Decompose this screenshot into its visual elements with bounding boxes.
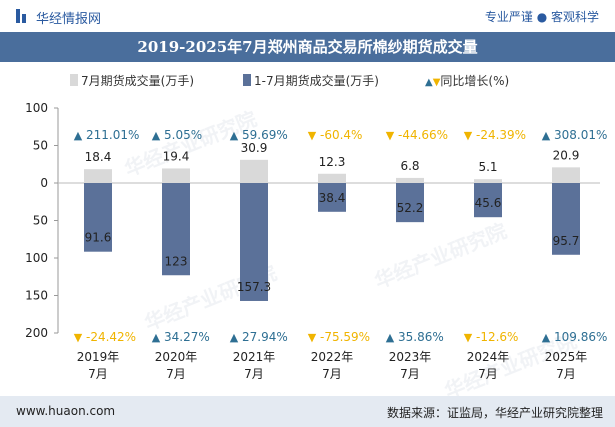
yoy-label-monthly: -24.39% — [476, 128, 526, 142]
bar-monthly — [84, 169, 112, 183]
bar-cumulative — [396, 183, 424, 223]
bar-cumulative — [84, 183, 112, 252]
legend-item-cumulative: 1-7月期货成交量(万手) — [243, 72, 379, 90]
y-tick-label: 0 — [40, 176, 48, 190]
legend-item-yoy: ▲▼同比增长(%) — [425, 72, 509, 90]
yoy-label-cumulative: 35.86% — [398, 330, 444, 344]
x-category-label: 2022年 — [311, 350, 354, 364]
bar-cumulative — [552, 183, 580, 255]
legend-item-monthly: 7月期货成交量(万手) — [70, 72, 194, 90]
data-label-monthly: 18.4 — [85, 150, 112, 164]
bar-cumulative — [240, 183, 268, 301]
x-category-label: 2025年 — [545, 350, 588, 364]
legend: 7月期货成交量(万手) 1-7月期货成交量(万手) ▲▼同比增长(%) — [0, 72, 615, 90]
slogan: 专业严谨 ● 客观科学 — [484, 10, 599, 24]
yoy-label-cumulative: -24.42% — [86, 330, 136, 344]
bar-monthly — [474, 179, 502, 183]
x-category-label: 2019年 — [77, 350, 120, 364]
y-tick-label: 50 — [33, 214, 48, 228]
data-source: 数据来源：证监局，华经产业研究院整理 — [386, 406, 603, 420]
bar-monthly — [162, 168, 190, 183]
data-label-monthly: 30.9 — [241, 141, 268, 155]
triangle-down-icon: ▼ — [432, 77, 441, 88]
bar-monthly — [396, 177, 424, 183]
triangle-up-icon: ▲ — [74, 129, 83, 142]
x-category-label: 7月 — [400, 367, 420, 381]
yoy-label-monthly: 211.01% — [86, 128, 139, 142]
x-category-label: 2020年 — [155, 350, 198, 364]
triangle-up-icon: ▲ — [542, 129, 551, 142]
yoy-label-cumulative: -75.59% — [320, 330, 370, 344]
x-category-label: 2021年 — [233, 350, 276, 364]
triangle-up-icon: ▲ — [152, 129, 161, 142]
legend-swatch-monthly — [70, 74, 78, 86]
triangle-up-icon: ▲ — [386, 331, 395, 344]
bar-cumulative — [318, 183, 346, 212]
data-label-monthly: 5.1 — [478, 160, 497, 174]
brand-name: 华经情报网 — [36, 12, 102, 27]
triangle-up-icon: ▲ — [230, 331, 239, 344]
triangle-up-icon: ▲ — [425, 77, 433, 88]
yoy-label-monthly: -44.66% — [398, 128, 448, 142]
triangle-down-icon: ▼ — [464, 331, 473, 344]
bar-monthly — [240, 159, 268, 183]
website-url: www.huaon.com — [16, 404, 116, 418]
yoy-label-monthly: -60.4% — [320, 128, 362, 142]
legend-label-monthly: 7月期货成交量(万手) — [81, 74, 194, 88]
triangle-down-icon: ▼ — [74, 331, 83, 344]
triangle-up-icon: ▲ — [230, 129, 239, 142]
bar-cumulative — [474, 183, 502, 218]
top-bar: 华经情报网 专业严谨 ● 客观科学 — [0, 0, 615, 32]
x-category-label: 7月 — [244, 367, 264, 381]
x-category-label: 7月 — [478, 367, 498, 381]
y-tick-label: 50 — [33, 139, 48, 153]
data-label-cumulative: 91.6 — [85, 231, 112, 245]
data-label-cumulative: 38.4 — [319, 191, 346, 205]
yoy-label-cumulative: 109.86% — [554, 330, 607, 344]
legend-swatch-cumulative — [243, 74, 251, 86]
bar-monthly — [318, 173, 346, 183]
triangle-up-icon: ▲ — [152, 331, 161, 344]
triangle-down-icon: ▼ — [308, 129, 317, 142]
data-label-monthly: 12.3 — [319, 155, 346, 169]
yoy-label-monthly: 308.01% — [554, 128, 607, 142]
y-tick-label: 150 — [25, 289, 48, 303]
x-category-label: 2024年 — [467, 350, 510, 364]
data-label-cumulative: 45.6 — [475, 196, 502, 210]
data-label-cumulative: 123 — [165, 254, 188, 268]
bar-monthly — [552, 167, 580, 183]
yoy-label-cumulative: 34.27% — [164, 330, 210, 344]
triangle-down-icon: ▼ — [464, 129, 473, 142]
x-category-label: 7月 — [166, 367, 186, 381]
yoy-label-cumulative: -12.6% — [476, 330, 518, 344]
bar-cumulative — [162, 183, 190, 276]
footer: www.huaon.com 数据来源：证监局，华经产业研究院整理 — [0, 396, 615, 427]
y-tick-label: 100 — [25, 251, 48, 265]
title-band: 2019-2025年7月郑州商品交易所棉纱期货成交量 — [0, 32, 615, 62]
legend-label-cumulative: 1-7月期货成交量(万手) — [254, 74, 379, 88]
data-label-cumulative: 157.3 — [237, 280, 271, 294]
data-label-cumulative: 95.7 — [553, 234, 580, 248]
y-tick-label: 200 — [25, 326, 48, 340]
x-category-label: 2023年 — [389, 350, 432, 364]
legend-label-yoy: 同比增长(%) — [440, 74, 510, 88]
triangle-down-icon: ▼ — [308, 331, 317, 344]
data-label-monthly: 19.4 — [163, 149, 190, 163]
data-label-cumulative: 52.2 — [397, 201, 424, 215]
x-category-label: 7月 — [556, 367, 576, 381]
y-tick-label: 100 — [25, 101, 48, 115]
yoy-label-cumulative: 27.94% — [242, 330, 288, 344]
logo-icon — [16, 9, 28, 23]
yoy-label-monthly: 5.05% — [164, 128, 202, 142]
x-category-label: 7月 — [322, 367, 342, 381]
x-category-label: 7月 — [88, 367, 108, 381]
yoy-label-monthly: 59.69% — [242, 128, 288, 142]
triangle-up-icon: ▲ — [542, 331, 551, 344]
data-label-monthly: 6.8 — [400, 159, 419, 173]
triangle-down-icon: ▼ — [386, 129, 395, 142]
data-label-monthly: 20.9 — [553, 148, 580, 162]
chart-title: 2019-2025年7月郑州商品交易所棉纱期货成交量 — [137, 38, 478, 56]
